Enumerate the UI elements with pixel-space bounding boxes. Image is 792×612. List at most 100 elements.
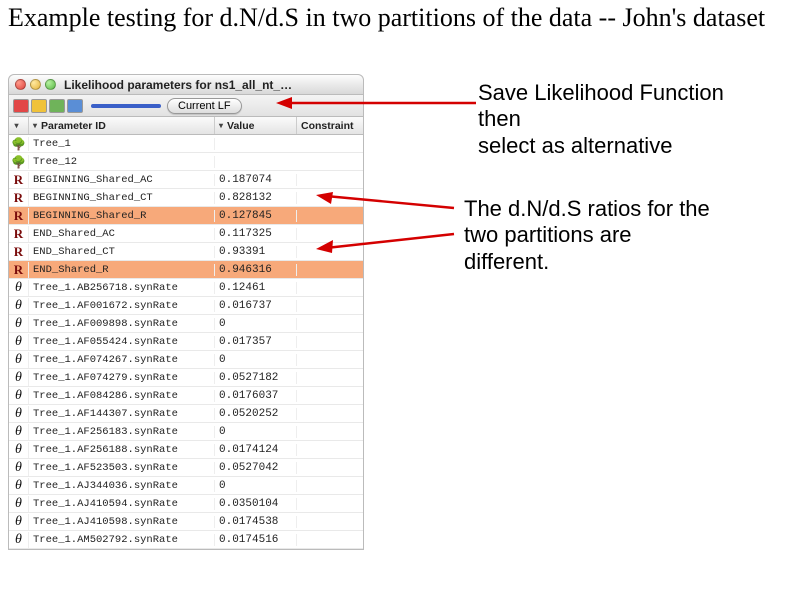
param-value: 0 [215,354,297,366]
table-row[interactable]: R END_Shared_CT0.93391 [9,243,363,261]
theta-icon: θ [15,478,22,494]
toolbar-button-2[interactable] [31,99,47,113]
zoom-icon[interactable] [45,79,56,90]
tree-icon: 🌳 [11,155,26,169]
minimize-icon[interactable] [30,79,41,90]
param-id: Tree_1.AF256183.synRate [29,426,215,438]
theta-icon: θ [15,532,22,548]
theta-icon: θ [15,514,22,530]
param-value: 0.946316 [215,264,297,276]
r-icon: R [14,190,23,206]
theta-icon: θ [15,442,22,458]
theta-icon: θ [15,316,22,332]
param-id: Tree_1.AJ410598.synRate [29,516,215,528]
toolbar-button-4[interactable] [67,99,83,113]
table-row[interactable]: θ Tree_1.AF084286.synRate0.0176037 [9,387,363,405]
param-id: Tree_1.AJ410594.synRate [29,498,215,510]
window-title: Likelihood parameters for ns1_all_nt_… [64,78,292,92]
table-row[interactable]: θTree_1.AF256188.synRate0.0174124 [9,441,363,459]
param-value: 0.0176037 [215,390,297,402]
table-row[interactable]: θTree_1.AF074267.synRate0 [9,351,363,369]
r-icon: R [14,226,23,242]
table-row[interactable]: θ Tree_1.AF523503.synRate0.0527042 [9,459,363,477]
param-value: 0.117325 [215,228,297,240]
column-header-id[interactable]: ▾Parameter ID [29,117,215,134]
param-value: 0 [215,426,297,438]
table-row[interactable]: θTree_1.AF256183.synRate0 [9,423,363,441]
table-row[interactable]: RBEGINNING_Shared_AC0.187074 [9,171,363,189]
table-row[interactable]: θ Tree_1.AF055424.synRate0.017357 [9,333,363,351]
theta-icon: θ [15,496,22,512]
param-value: 0.0174124 [215,444,297,456]
param-id: Tree_1.AF084286.synRate [29,390,215,402]
theta-icon: θ [15,388,22,404]
table-row[interactable]: θ Tree_1.AJ344036.synRate0 [9,477,363,495]
table-row[interactable]: R END_Shared_R0.946316 [9,261,363,279]
param-value: 0.0350104 [215,498,297,510]
theta-icon: θ [15,406,22,422]
param-value: 0.93391 [215,246,297,258]
param-value: 0.127845 [215,210,297,222]
r-icon: R [14,208,23,224]
toolbar-separator [91,104,161,108]
table-row[interactable]: 🌳Tree_12 [9,153,363,171]
param-id: END_Shared_CT [29,246,215,258]
table-row[interactable]: R END_Shared_AC0.117325 [9,225,363,243]
param-value: 0.017357 [215,336,297,348]
r-icon: R [14,244,23,260]
table-row[interactable]: θTree_1.AF074279.synRate0.0527182 [9,369,363,387]
param-id: Tree_1.AF055424.synRate [29,336,215,348]
param-id: Tree_1.AF144307.synRate [29,408,215,420]
toolbar-button-3[interactable] [49,99,65,113]
param-value: 0.828132 [215,192,297,204]
table-row[interactable]: θTree_1.AM502792.synRate0.0174516 [9,531,363,549]
param-value: 0.0174538 [215,516,297,528]
theta-icon: θ [15,280,22,296]
table-row[interactable]: θ Tree_1.AF144307.synRate0.0520252 [9,405,363,423]
param-value: 0.0527042 [215,462,297,474]
column-header-value[interactable]: ▾Value [215,117,297,134]
param-id: Tree_1 [29,138,215,150]
table-row[interactable]: R BEGINNING_Shared_CT0.828132 [9,189,363,207]
slide-title: Example testing for d.N/d.S in two parti… [8,4,778,33]
window-titlebar[interactable]: Likelihood parameters for ns1_all_nt_… [9,75,363,95]
table-row[interactable]: RBEGINNING_Shared_R0.127845 [9,207,363,225]
toolbar-button-1[interactable] [13,99,29,113]
likelihood-window: Likelihood parameters for ns1_all_nt_… C… [8,74,364,550]
param-id: Tree_1.AJ344036.synRate [29,480,215,492]
theta-icon: θ [15,352,22,368]
param-value: 0.016737 [215,300,297,312]
param-value: 0.0520252 [215,408,297,420]
param-value: 0.187074 [215,174,297,186]
param-id: Tree_1.AB256718.synRate [29,282,215,294]
table-row[interactable]: θTree_1.AF001672.synRate0.016737 [9,297,363,315]
table-row[interactable]: θ Tree_1.AF009898.synRate0 [9,315,363,333]
table-row[interactable]: θ Tree_1.AB256718.synRate0.12461 [9,279,363,297]
column-headers: ▾ ▾Parameter ID ▾Value Constraint [9,117,363,135]
param-id: Tree_1.AF523503.synRate [29,462,215,474]
param-value: 0 [215,318,297,330]
annotation-ratios: The d.N/d.S ratios for the two partition… [464,196,784,275]
table-row[interactable]: 🌳Tree_1 [9,135,363,153]
column-header-icon[interactable]: ▾ [9,117,29,134]
param-id: Tree_1.AF074279.synRate [29,372,215,384]
param-id: Tree_1.AF009898.synRate [29,318,215,330]
column-header-constraint[interactable]: Constraint [297,117,363,134]
table-row[interactable]: θ Tree_1.AJ410598.synRate0.0174538 [9,513,363,531]
current-lf-button[interactable]: Current LF [167,98,242,114]
r-icon: R [14,262,23,278]
param-id: END_Shared_AC [29,228,215,240]
param-id: Tree_1.AM502792.synRate [29,534,215,546]
close-icon[interactable] [15,79,26,90]
table-row[interactable]: θ Tree_1.AJ410594.synRate0.0350104 [9,495,363,513]
param-id: END_Shared_R [29,264,215,276]
theta-icon: θ [15,460,22,476]
param-value: 0.12461 [215,282,297,294]
tree-icon: 🌳 [11,137,26,151]
theta-icon: θ [15,334,22,350]
param-value: 0 [215,480,297,492]
param-id: BEGINNING_Shared_AC [29,174,215,186]
param-id: Tree_12 [29,156,215,168]
param-id: BEGINNING_Shared_CT [29,192,215,204]
toolbar: Current LF [9,95,363,117]
